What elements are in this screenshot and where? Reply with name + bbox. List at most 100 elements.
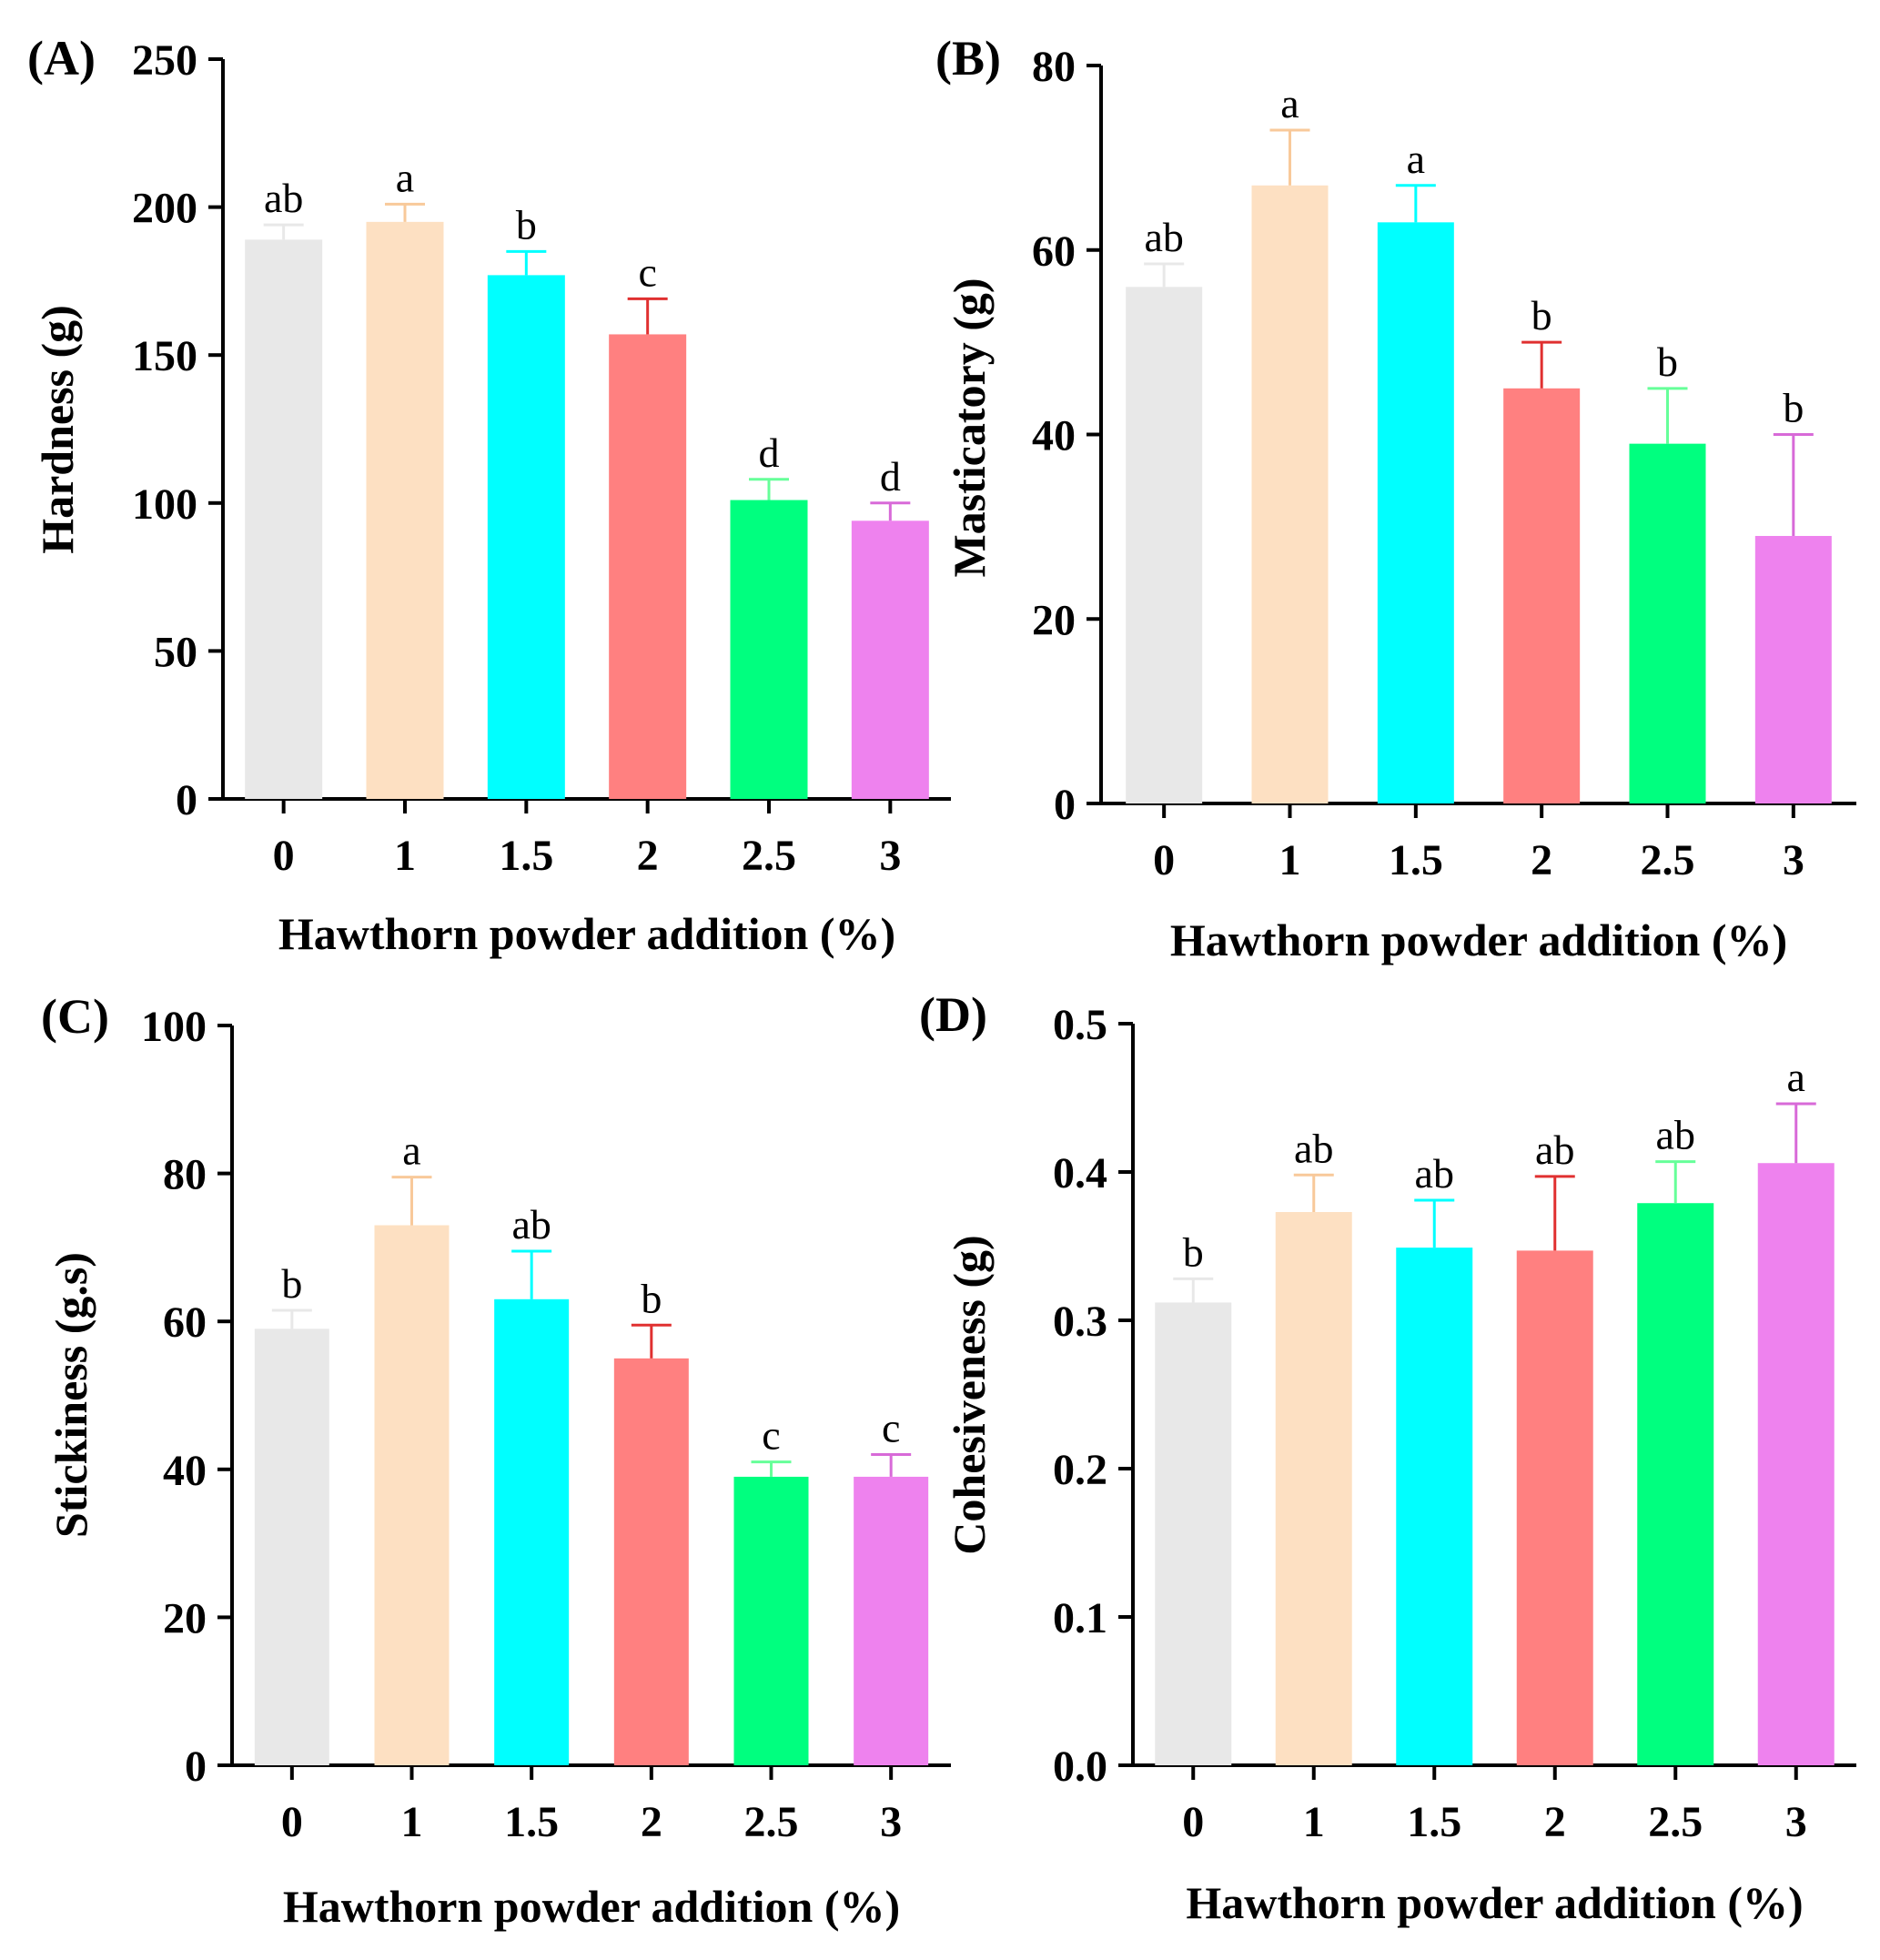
significance-letter: d [880,453,901,500]
x-tick-label: 2.5 [742,832,796,880]
x-tick-label: 0 [281,1798,303,1846]
x-tick-label: 3 [1785,1798,1807,1846]
y-tick-label: 0 [185,1743,207,1791]
y-tick-label: 100 [132,480,197,529]
x-tick-label: 2 [1544,1798,1566,1846]
x-axis-title: Hawthorn powder addition (%) [278,908,895,959]
x-tick-label: 3 [1783,836,1804,884]
significance-letter: c [762,1412,780,1459]
x-axis-title: Hawthorn powder addition (%) [1170,914,1787,965]
x-tick-label: 2.5 [1648,1798,1703,1846]
y-tick-label: 0.4 [1053,1149,1107,1197]
bar-1_5 [1377,222,1454,803]
significance-letter: b [1657,338,1678,385]
significance-letter: ab [1294,1125,1333,1171]
x-tick-label: 1.5 [504,1798,559,1846]
y-tick-label: 80 [1032,43,1076,91]
bar-1_5 [1396,1248,1473,1765]
significance-letter: b [1783,385,1804,431]
bar-0 [254,1329,329,1765]
bar-2_5 [1637,1203,1714,1765]
bar-1 [366,221,444,800]
bar-2 [1516,1250,1593,1765]
significance-letter: a [402,1127,420,1174]
y-tick-label: 250 [132,36,197,85]
chart-panel-b: (B) 0 20 40 60 80 ab 0 a 1 a 1.5 b 2 b 2.5 b 3 Hawthorn po… [935,31,1856,965]
panel-label: (D) [919,987,987,1042]
bar-3 [1757,1163,1835,1765]
y-tick-label: 0.3 [1053,1298,1107,1346]
y-tick-label: 20 [163,1594,207,1642]
significance-letter: b [281,1260,302,1307]
y-tick-label: 0.0 [1053,1743,1107,1791]
x-tick-label: 2 [1531,836,1552,884]
x-tick-label: 2.5 [1641,836,1695,884]
y-tick-label: 200 [132,185,197,233]
x-tick-label: 2 [637,832,659,880]
bar-2 [613,1358,689,1765]
bar-1 [374,1225,450,1765]
x-tick-label: 1 [394,832,416,880]
bar-2_5 [730,500,808,799]
chart-panel-a: (A) 0 50 100 150 200 250 ab 0 a 1 b 1.5 c 2 d 2.5 d 3 Hawth… [27,31,951,959]
significance-letter: ab [1535,1126,1574,1173]
x-tick-label: 2 [641,1798,662,1846]
y-tick-label: 60 [1032,227,1076,276]
x-tick-label: 3 [880,1798,902,1846]
bar-0 [245,239,323,799]
y-tick-label: 0 [1054,781,1076,829]
bar-3 [854,1476,929,1765]
significance-letter: a [396,154,414,200]
y-tick-label: 50 [154,628,197,676]
x-tick-label: 0 [1182,1798,1204,1846]
y-tick-label: 0.2 [1053,1446,1107,1494]
significance-letter: a [1787,1054,1805,1100]
x-tick-label: 2.5 [744,1798,799,1846]
significance-letter: b [516,201,537,248]
x-tick-label: 3 [879,832,901,880]
bar-2 [1503,388,1581,803]
y-tick-label: 100 [141,1003,207,1051]
significance-letter: b [1183,1228,1204,1275]
bar-2_5 [1629,443,1706,803]
chart-panel-d: (D) 0.0 0.1 0.2 0.3 0.4 0.5 b 0 ab 1 ab 1.5 ab 2 ab 2.5 a… [919,987,1856,1928]
chart-panel-c: (C) 0 20 40 60 80 100 b 0 a 1 ab 1.5 b 2 c 2.5 c 3 Hawthorn… [41,989,951,1932]
bar-3 [1754,536,1832,803]
y-axis-title: Hardness (g) [32,305,83,554]
y-tick-label: 60 [163,1298,207,1347]
significance-letter: ab [1415,1150,1454,1197]
y-tick-label: 0 [176,776,197,824]
x-tick-label: 1.5 [1407,1798,1461,1846]
bar-2 [609,334,687,799]
significance-letter: ab [511,1201,551,1248]
y-tick-label: 40 [1032,412,1076,460]
bar-3 [851,520,929,799]
x-tick-label: 0 [273,832,295,880]
significance-letter: b [1531,292,1552,338]
panel-label: (A) [27,31,96,86]
y-tick-label: 80 [163,1151,207,1199]
bar-0 [1155,1302,1232,1765]
bar-1 [1275,1212,1352,1765]
y-axis-title: Stickiness (g.s) [45,1252,96,1538]
x-tick-label: 1 [1303,1798,1325,1846]
bar-1_5 [487,275,565,799]
significance-letter: ab [1656,1112,1695,1158]
x-axis-title: Hawthorn powder addition (%) [1186,1877,1803,1928]
bar-2_5 [733,1476,809,1765]
x-tick-label: 1.5 [499,832,553,880]
bar-1 [1251,185,1329,804]
significance-letter: ab [1144,214,1183,260]
y-axis-title: Masticatory (g) [944,278,995,577]
x-tick-label: 0 [1153,836,1175,884]
y-tick-label: 0.5 [1053,1001,1107,1049]
y-tick-label: 20 [1032,596,1076,644]
x-tick-label: 1.5 [1389,836,1443,884]
bar-1_5 [494,1298,570,1765]
significance-letter: a [1280,80,1299,126]
y-tick-label: 0.1 [1053,1594,1107,1642]
y-axis-title: Cohesiveness (g) [944,1235,995,1554]
bar-0 [1126,287,1203,803]
significance-letter: a [1407,136,1425,182]
